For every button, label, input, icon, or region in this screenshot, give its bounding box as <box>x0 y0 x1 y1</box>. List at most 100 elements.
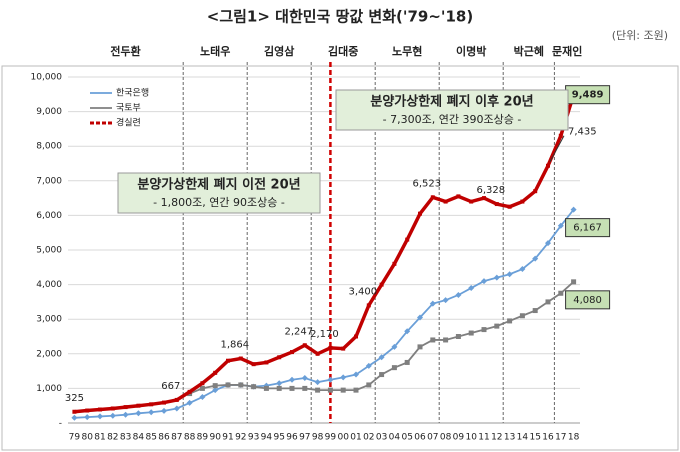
legend-label: 한국은행 <box>116 87 149 99</box>
point <box>520 199 525 204</box>
x-tick-label: 00 <box>337 433 349 443</box>
x-tick-label: 13 <box>504 433 515 443</box>
era-label: 전두환 <box>110 44 140 58</box>
point <box>162 400 166 405</box>
point <box>455 291 462 298</box>
x-tick-label: 95 <box>273 433 284 443</box>
point <box>173 405 180 412</box>
point <box>238 382 244 388</box>
point <box>571 279 577 285</box>
x-tick-label: 79 <box>69 433 81 443</box>
era-label: 노무현 <box>392 44 422 58</box>
point <box>546 163 550 168</box>
label-box <box>565 290 611 310</box>
x-tick-label: 12 <box>491 433 502 443</box>
annotation-box <box>117 172 321 214</box>
point <box>429 300 436 307</box>
point <box>519 266 526 273</box>
data-label: 2,170 <box>310 329 339 340</box>
point <box>109 412 116 419</box>
point <box>494 323 500 329</box>
point <box>506 271 513 278</box>
point <box>519 313 525 319</box>
point <box>199 394 206 401</box>
point <box>469 199 474 204</box>
x-tick-label: 15 <box>529 433 540 443</box>
data-label: 4,080 <box>573 295 602 306</box>
series-line <box>74 209 575 419</box>
y-tick-label: - <box>59 419 62 429</box>
point <box>442 297 449 304</box>
point <box>290 350 294 355</box>
y-tick-label: 6,000 <box>36 211 62 221</box>
era-label: 김대중 <box>328 44 358 58</box>
point <box>123 405 128 410</box>
x-tick-label: 08 <box>440 433 452 443</box>
point <box>493 274 500 281</box>
x-tick-label: 93 <box>248 433 259 443</box>
point <box>315 351 320 356</box>
point <box>302 343 307 348</box>
x-tick-label: 07 <box>427 433 438 443</box>
point <box>404 328 411 335</box>
x-tick-label: 83 <box>120 433 131 443</box>
point <box>174 397 179 402</box>
x-tick-label: 84 <box>133 433 145 443</box>
x-tick-label: 10 <box>465 433 477 443</box>
point <box>430 195 435 200</box>
data-label: 3,400 <box>348 286 377 297</box>
x-tick-label: 85 <box>145 433 156 443</box>
x-tick-label: 09 <box>453 433 465 443</box>
point <box>354 334 358 339</box>
point <box>110 406 115 411</box>
point <box>251 384 257 390</box>
x-tick-label: 94 <box>261 433 273 443</box>
point <box>481 327 487 333</box>
leader-line <box>549 135 565 162</box>
point <box>507 204 512 209</box>
point <box>98 407 102 412</box>
point <box>136 403 141 408</box>
point <box>200 381 205 386</box>
x-tick-label: 91 <box>222 433 233 443</box>
point <box>315 387 321 393</box>
unit-label: (단위: 조원) <box>612 29 668 42</box>
era-label: 박근혜 <box>514 44 544 58</box>
x-tick-label: 98 <box>312 433 324 443</box>
legend-label: 경실련 <box>116 117 141 129</box>
x-tick-label: 06 <box>414 433 426 443</box>
annotation-box <box>335 89 569 131</box>
point <box>557 222 564 229</box>
point <box>187 389 192 394</box>
x-tick-label: 14 <box>517 433 529 443</box>
point <box>340 387 346 393</box>
point <box>72 409 77 414</box>
point <box>226 358 230 363</box>
point <box>405 237 410 242</box>
point <box>366 303 371 308</box>
annotation-title: 분양가상한제 폐지 이전 20년 <box>137 177 300 193</box>
point <box>301 375 308 382</box>
point <box>135 410 142 417</box>
data-label: 6,167 <box>573 223 602 234</box>
x-tick-label: 81 <box>94 433 105 443</box>
era-label: 이명박 <box>456 44 486 58</box>
y-tick-label: 5,000 <box>36 246 62 256</box>
point <box>532 308 538 314</box>
y-tick-label: 10,000 <box>31 73 63 83</box>
point <box>532 255 539 262</box>
point <box>558 290 564 296</box>
y-tick-label: 9,000 <box>36 107 62 117</box>
point <box>277 355 282 360</box>
chart-frame <box>1 65 679 451</box>
point <box>289 385 295 391</box>
point <box>276 385 282 391</box>
x-tick-label: 90 <box>209 433 221 443</box>
point <box>122 411 129 418</box>
point <box>379 372 385 378</box>
point <box>378 354 385 361</box>
point <box>418 211 422 216</box>
point <box>558 133 563 138</box>
point <box>545 299 551 305</box>
